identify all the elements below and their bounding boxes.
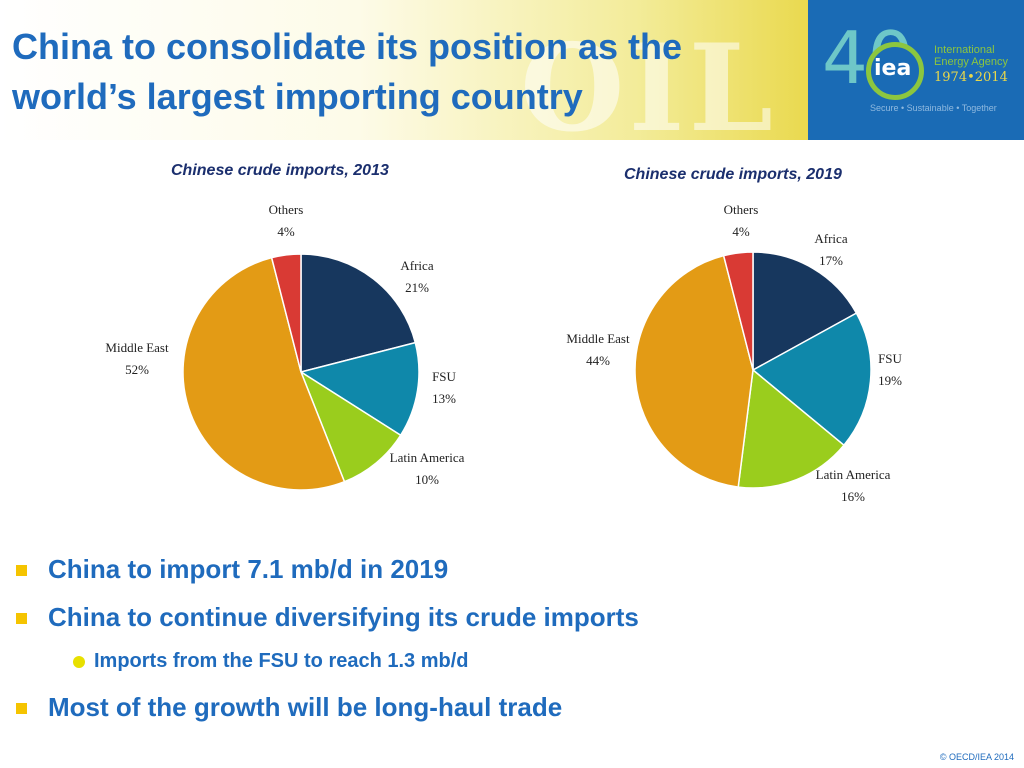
- bullet-square-icon: [16, 703, 27, 714]
- pie-slice-others: [270, 253, 302, 373]
- slide-title: China to consolidate its position as the…: [12, 22, 792, 122]
- slice-label-name: Middle East: [105, 340, 169, 355]
- slice-label-value: 21%: [405, 280, 429, 295]
- bullet-square-icon: [16, 613, 27, 624]
- footer-copyright: © OECD/IEA 2014: [939, 752, 1014, 762]
- slice-label-value: 16%: [841, 489, 865, 504]
- chart-title-2019: Chinese crude imports, 2019: [624, 166, 842, 183]
- slice-label-name: Middle East: [566, 331, 630, 346]
- slice-label-name: Others: [724, 202, 759, 217]
- bullet-item: China to continue diversifying its crude…: [48, 602, 639, 632]
- slice-label-value: 4%: [277, 224, 295, 239]
- slice-label-name: Latin America: [390, 450, 465, 465]
- slice-label-value: 19%: [878, 373, 902, 388]
- slice-label-value: 44%: [586, 353, 610, 368]
- slice-label-value: 4%: [732, 224, 750, 239]
- pie-slice-africa: [752, 251, 858, 372]
- logo-abbr: iea: [874, 56, 912, 81]
- header-banner: OIL China to consolidate its position as…: [0, 0, 1024, 140]
- logo-tagline: Secure • Sustainable • Together: [870, 103, 997, 113]
- slide-title-line-1: China to consolidate its position as the: [12, 26, 683, 67]
- bullet-square-icon: [16, 565, 27, 576]
- header-background-word: OIL: [520, 18, 778, 140]
- chart-title-2013: Chinese crude imports, 2013: [171, 162, 389, 179]
- slice-label-value: 52%: [125, 362, 149, 377]
- bullet-item: China to import 7.1 mb/d in 2019: [48, 554, 449, 584]
- logo-circle-icon: [866, 42, 924, 100]
- logo-name: International Energy Agency: [934, 44, 1008, 68]
- pie-slice-latin-america: [299, 370, 402, 483]
- slice-label-name: FSU: [878, 351, 902, 366]
- pie-charts: Africa 21% FSU 13% Latin America 10% Middle Ea…: [105, 202, 902, 504]
- slice-label-value: 17%: [819, 253, 843, 268]
- pie-slice-middle-east: [634, 254, 754, 488]
- slice-label-name: Others: [269, 202, 304, 217]
- iea-logo: 40 iea International Energy Agency 1974•…: [808, 0, 1024, 140]
- pie-slice-middle-east: [182, 256, 346, 491]
- slice-label-name: Latin America: [816, 467, 891, 482]
- slice-label-value: 10%: [415, 472, 439, 487]
- bullet-dot-icon: [73, 656, 85, 668]
- sub-bullet-item: Imports from the FSU to reach 1.3 mb/d: [94, 650, 469, 672]
- bullet-item: Most of the growth will be long-haul tra…: [48, 692, 563, 722]
- pie-slice-africa: [300, 253, 417, 373]
- logo-name-line-1: International: [934, 44, 995, 56]
- pie-slice-others: [722, 251, 754, 371]
- slice-label-value: 13%: [432, 391, 456, 406]
- slice-label-name: FSU: [432, 369, 456, 384]
- pie-slice-fsu: [299, 341, 420, 437]
- slice-label-name: Africa: [400, 258, 433, 273]
- slide-title-line-2: world’s largest importing country: [12, 76, 583, 117]
- pie-slice-latin-america: [737, 368, 845, 489]
- logo-years: 1974•2014: [934, 70, 1008, 85]
- logo-name-line-2: Energy Agency: [934, 56, 1008, 68]
- slice-label-name: Africa: [814, 231, 847, 246]
- pie-slice-fsu: [751, 312, 872, 447]
